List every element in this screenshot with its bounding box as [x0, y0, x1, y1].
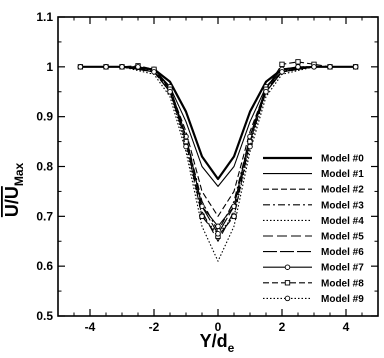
series-2	[80, 66, 356, 217]
legend-label: Model #0	[321, 154, 364, 165]
legend-marker	[284, 264, 291, 270]
legend-label: Model #8	[321, 278, 364, 289]
y-tick-label: 0.7	[36, 209, 53, 223]
series-point	[279, 61, 285, 67]
legend-item: Model #5	[263, 232, 364, 243]
legend-label: Model #6	[321, 247, 364, 258]
series-1	[80, 66, 356, 187]
axis-labels: Y/de U/UMax	[2, 163, 235, 355]
series-point	[352, 64, 359, 70]
legend-item: Model #7	[263, 263, 364, 274]
y-tick-label: 0.6	[36, 259, 53, 273]
x-tick-label: -2	[149, 320, 160, 334]
legend-label: Model #5	[321, 232, 364, 243]
series-point	[183, 138, 189, 145]
legend-marker	[284, 280, 291, 286]
series-point	[119, 64, 125, 70]
series-0	[80, 65, 356, 181]
series-line-5	[80, 66, 356, 242]
y-tick-label: 0.9	[36, 110, 53, 124]
legend-item: Model #6	[263, 247, 364, 258]
series-point	[183, 133, 189, 140]
y-axis-label: U/UMax	[2, 163, 26, 218]
series-7	[77, 64, 359, 230]
legend-item: Model #9	[263, 294, 364, 305]
series-point	[215, 223, 221, 230]
series-5	[80, 66, 356, 242]
series-line-0	[80, 65, 356, 181]
y-tick-label: 0.8	[36, 160, 53, 174]
legend-marker	[284, 295, 291, 302]
series-point	[151, 69, 157, 75]
series-point	[327, 64, 333, 70]
legend-item: Model #0	[263, 154, 364, 165]
y-tick-label: 1.1	[36, 10, 53, 24]
legend-label: Model #2	[321, 185, 364, 196]
x-tick-label: 0	[215, 320, 222, 334]
series-point	[295, 59, 301, 65]
legend-label: Model #7	[321, 263, 364, 274]
series-point	[311, 64, 317, 70]
x-tick-label: -4	[85, 320, 96, 334]
series-point	[135, 64, 141, 70]
series-point	[231, 213, 237, 220]
legend-item: Model #3	[263, 200, 364, 211]
series-lines	[77, 59, 359, 262]
y-tick-label: 0.5	[36, 309, 53, 323]
legend-label: Model #3	[321, 200, 364, 211]
series-point	[279, 69, 285, 75]
series-point	[183, 143, 189, 150]
axis-ticks: -4 -2 0 2 4 0.5 0.6 0.7 0.8 0.9 1 1.1	[36, 10, 379, 334]
series-point	[77, 64, 84, 70]
x-tick-label: 4	[343, 320, 350, 334]
series-line-3	[80, 66, 356, 232]
series-line-2	[80, 66, 356, 217]
series-3	[80, 66, 356, 232]
series-point	[247, 138, 253, 145]
legend-label: Model #9	[321, 294, 364, 305]
legend-item: Model #2	[263, 185, 364, 196]
legend-item: Model #4	[263, 216, 364, 227]
series-line-6	[80, 66, 356, 235]
series-line-9	[80, 66, 356, 235]
series-line-8	[80, 61, 356, 237]
series-point	[103, 64, 109, 70]
legend-label: Model #1	[321, 169, 364, 180]
x-axis-label: Y/de	[200, 331, 235, 355]
series-9	[77, 64, 359, 237]
series-line-7	[80, 66, 356, 227]
y-tick-label: 1	[46, 60, 53, 74]
series-line-1	[80, 66, 356, 187]
legend: Model #0 Model #1 Model #2 Model #3 Model #4…	[263, 154, 364, 305]
legend-item: Model #1	[263, 169, 364, 180]
series-point	[247, 143, 253, 150]
series-point	[167, 88, 173, 95]
series-point	[199, 213, 205, 220]
series-8	[77, 59, 359, 239]
series-6	[80, 66, 356, 235]
legend-item: Model #8	[263, 278, 364, 289]
series-point	[263, 88, 269, 95]
series-point	[295, 64, 301, 70]
legend-label: Model #4	[321, 216, 364, 227]
x-tick-label: 2	[279, 320, 286, 334]
series-point	[215, 231, 221, 237]
